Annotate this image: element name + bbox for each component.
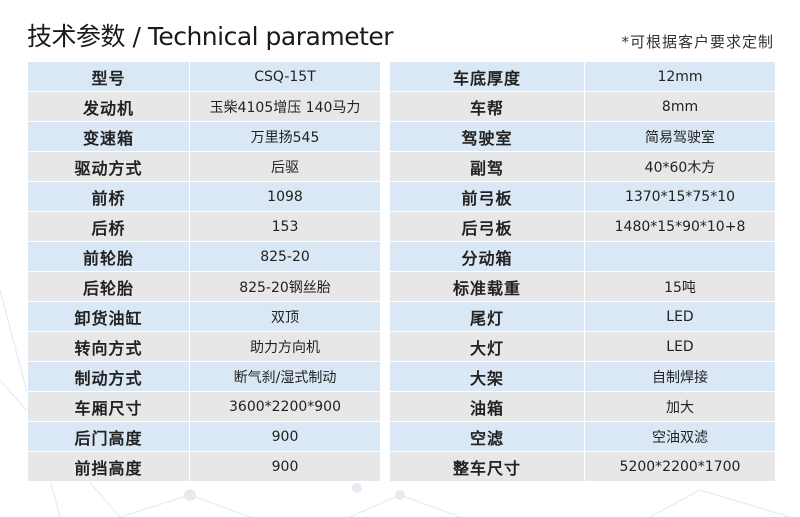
spec-value: 1480*15*90*10+8 [584,211,776,242]
table-row: 车厢尺寸 3600*2200*900 [27,391,381,422]
spec-label: 前桥 [27,181,190,212]
table-row: 转向方式 助力方向机 [27,331,381,362]
table-row: 整车尺寸 5200*2200*1700 [389,451,776,482]
spec-table-left: 型号 CSQ-15T 发动机 玉柴4105增压 140马力 变速箱 万里扬545 驱动方式后… [27,61,381,482]
spec-label: 转向方式 [27,331,190,362]
table-row: 副驾 40*60木方 [389,151,776,182]
spec-value: LED [584,301,776,332]
spec-value: 双顶 [189,301,381,332]
table-row: 发动机 玉柴4105增压 140马力 [27,91,381,122]
spec-value: 15吨 [584,271,776,302]
table-row: 变速箱 万里扬545 [27,121,381,152]
table-row: 大灯 LED [389,331,776,362]
spec-label: 大灯 [389,331,585,362]
spec-label: 车底厚度 [389,61,585,92]
spec-label: 型号 [27,61,190,92]
table-row: 前轮胎 825-20 [27,241,381,272]
table-row: 后轮胎 825-20钢丝胎 [27,271,381,302]
table-row: 后桥 153 [27,211,381,242]
spec-value: 1370*15*75*10 [584,181,776,212]
spec-label: 卸货油缸 [27,301,190,332]
table-row: 油箱 加大 [389,391,776,422]
table-row: 前挡高度 900 [27,451,381,482]
table-row: 前弓板 1370*15*75*10 [389,181,776,212]
spec-value: 自制焊接 [584,361,776,392]
spec-label: 后门高度 [27,421,190,452]
customization-note: *可根据客户要求定制 [621,33,774,51]
spec-value: 加大 [584,391,776,422]
spec-value: 后驱 [189,151,381,182]
spec-value: 断气刹/湿式制动 [189,361,381,392]
table-row: 驱动方式 后驱 [27,151,381,182]
spec-table-right: 车底厚度 12mm 车帮 8mm 驾驶室 简易驾驶室 副驾 40*60木方 前弓板 1370*15… [389,61,776,482]
spec-value: 3600*2200*900 [189,391,381,422]
spec-label: 空滤 [389,421,585,452]
spec-label: 前轮胎 [27,241,190,272]
spec-value: 5200*2200*1700 [584,451,776,482]
table-row: 分动箱 [389,241,776,272]
spec-value [584,241,776,272]
spec-value: LED [584,331,776,362]
spec-label: 驱动方式 [27,151,190,182]
spec-label: 整车尺寸 [389,451,585,482]
table-row: 后弓板 1480*15*90*10+8 [389,211,776,242]
spec-value: 825-20钢丝胎 [189,271,381,302]
table-row: 大架 自制焊接 [389,361,776,392]
table-row: 车底厚度 12mm [389,61,776,92]
table-row: 尾灯 LED [389,301,776,332]
table-row: 后门高度 900 [27,421,381,452]
spec-label: 变速箱 [27,121,190,152]
spec-value: 153 [189,211,381,242]
table-row: 标准载重 15吨 [389,271,776,302]
spec-value: 空油双滤 [584,421,776,452]
spec-label: 分动箱 [389,241,585,272]
spec-value: 12mm [584,61,776,92]
spec-label: 制动方式 [27,361,190,392]
spec-label: 前弓板 [389,181,585,212]
spec-label: 标准载重 [389,271,585,302]
spec-value: 简易驾驶室 [584,121,776,152]
table-row: 卸货油缸 双顶 [27,301,381,332]
spec-label: 驾驶室 [389,121,585,152]
table-row: 空滤 空油双滤 [389,421,776,452]
table-row: 制动方式 断气刹/湿式制动 [27,361,381,392]
spec-value: 8mm [584,91,776,122]
spec-value: 玉柴4105增压 140马力 [189,91,381,122]
spec-value: 900 [189,421,381,452]
table-row: 型号 CSQ-15T [27,61,381,92]
spec-label: 尾灯 [389,301,585,332]
spec-label: 前挡高度 [27,451,190,482]
spec-value: 万里扬545 [189,121,381,152]
spec-value: CSQ-15T [189,61,381,92]
spec-label: 大架 [389,361,585,392]
table-row: 前桥 1098 [27,181,381,212]
spec-label: 后弓板 [389,211,585,242]
spec-label: 车厢尺寸 [27,391,190,422]
spec-value: 1098 [189,181,381,212]
table-row: 车帮 8mm [389,91,776,122]
spec-label: 发动机 [27,91,190,122]
spec-value: 40*60木方 [584,151,776,182]
spec-value: 助力方向机 [189,331,381,362]
spec-value: 900 [189,451,381,482]
spec-label: 油箱 [389,391,585,422]
table-row: 驾驶室 简易驾驶室 [389,121,776,152]
page-title: 技术参数 / Technical parameter [27,22,394,51]
spec-label: 后桥 [27,211,190,242]
spec-label: 车帮 [389,91,585,122]
spec-label: 后轮胎 [27,271,190,302]
spec-label: 副驾 [389,151,585,182]
spec-value: 825-20 [189,241,381,272]
